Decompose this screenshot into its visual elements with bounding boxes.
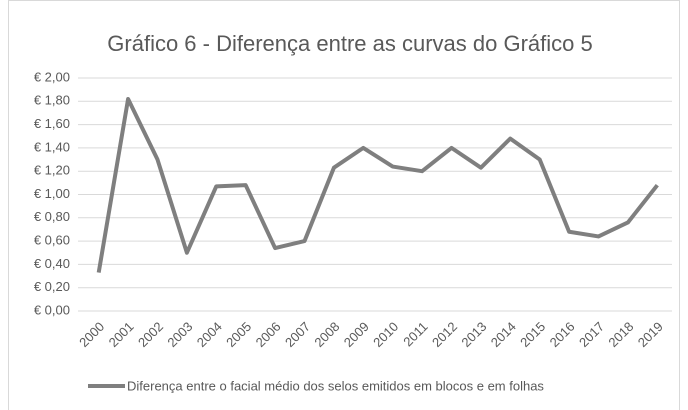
y-tick-label: € 0,20 [34,279,70,294]
y-tick-label: € 0,00 [34,302,70,317]
y-tick-label: € 1,40 [34,139,70,154]
y-tick-label: € 1,00 [34,186,70,201]
y-tick-label: € 2,00 [34,69,70,84]
y-tick-label: € 1,60 [34,116,70,131]
chart-title: Gráfico 6 - Diferença entre as curvas do… [107,31,592,56]
chart-border [8,0,680,410]
y-tick-label: € 0,40 [34,256,70,271]
line-series [96,96,659,273]
legend-label: Diferença entre o facial médio dos selos… [127,378,544,393]
y-tick-label: € 1,80 [34,93,70,108]
y-tick-label: € 0,60 [34,233,70,248]
y-tick-label: € 1,20 [34,163,70,178]
y-tick-label: € 0,80 [34,209,70,224]
